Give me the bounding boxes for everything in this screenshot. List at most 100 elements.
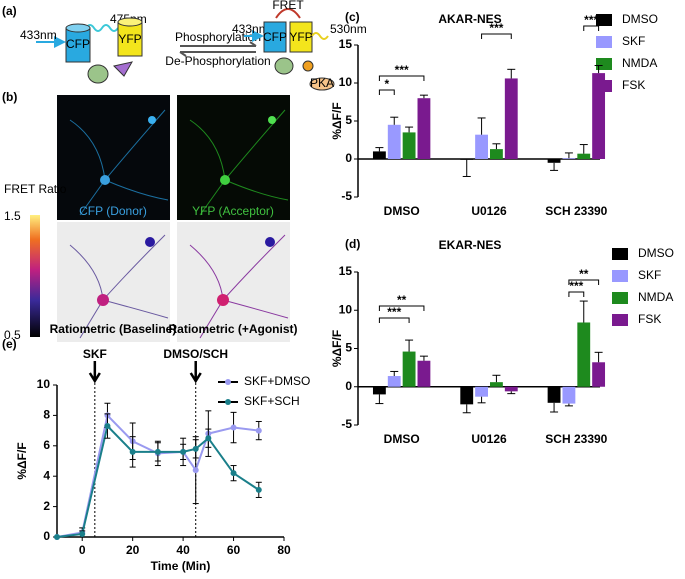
- neuron: [69, 109, 169, 216]
- event-label: DMSO/SCH: [163, 347, 228, 361]
- bar: [402, 132, 416, 159]
- bar: [475, 134, 488, 159]
- y-axis-label: %ΔF/F: [330, 330, 344, 367]
- soma: [100, 175, 110, 185]
- significance-label: ***: [584, 13, 598, 27]
- significance-bracket: [583, 25, 600, 31]
- point: [54, 534, 60, 540]
- caption: Ratiometric (+Agonist): [168, 322, 297, 336]
- label: De-Phosphorylation: [165, 54, 270, 68]
- chart-title: EKAR-NES: [439, 238, 502, 252]
- legend-swatch: [612, 292, 628, 304]
- bar: [592, 73, 606, 159]
- soma: [268, 116, 276, 124]
- event-arrow: [189, 361, 202, 384]
- bar: [547, 159, 561, 163]
- legend-label: SKF: [622, 34, 645, 48]
- significance-label: ***: [489, 21, 503, 35]
- x-tick-label: DMSO: [384, 204, 420, 218]
- caption: CFP (Donor): [79, 204, 147, 218]
- arrow: [179, 51, 256, 57]
- point: [79, 530, 86, 537]
- y-axis-label: %ΔF/F: [15, 442, 29, 479]
- kinase: [309, 77, 335, 91]
- emission: [85, 24, 119, 32]
- label: CFP: [66, 37, 90, 51]
- legend-swatch: [596, 58, 612, 70]
- legend-label: DMSO: [638, 246, 674, 260]
- neuron: [189, 234, 289, 339]
- x-tick-label: 40: [176, 543, 190, 557]
- event-label: SKF: [83, 347, 107, 361]
- legend-label: FSK: [638, 312, 661, 326]
- colorbar-title: FRET Ratio: [4, 182, 67, 196]
- colorbar-label: 1.5: [4, 209, 21, 223]
- series-line: [56, 413, 259, 538]
- yfp: [117, 21, 143, 57]
- bar: [475, 386, 488, 397]
- y-tick-label: 0: [345, 151, 352, 165]
- colorbar-label: 0.5: [4, 328, 21, 342]
- chart-title: AKAR-NES: [438, 12, 501, 26]
- neuron: [189, 109, 289, 216]
- label: 433nm: [20, 28, 57, 42]
- cfp: [263, 21, 287, 53]
- legend-swatch: [612, 314, 628, 326]
- y-tick-label: 10: [339, 302, 353, 316]
- bar: [490, 149, 503, 159]
- fret-arrow: [275, 8, 301, 19]
- x-tick-label: 60: [227, 543, 241, 557]
- cfp: [65, 27, 91, 63]
- cfp-top: [65, 23, 91, 33]
- x-tick-label: 0: [79, 543, 86, 557]
- colorbar: [30, 215, 40, 337]
- bar: [504, 78, 518, 159]
- label: 530nm: [330, 22, 367, 36]
- bar: [387, 376, 401, 387]
- image-cfp: [57, 95, 170, 220]
- panel-label: (e): [2, 337, 17, 351]
- domain: [87, 64, 109, 84]
- y-tick-label: 0: [345, 379, 352, 393]
- legend-label: FSK: [622, 78, 645, 92]
- bar: [577, 322, 591, 387]
- y-tick-label: 4: [43, 468, 50, 482]
- panel-label: (d): [345, 237, 360, 251]
- x-tick-label: 80: [277, 543, 291, 557]
- x-axis-label: Time (Min): [151, 559, 211, 573]
- legend-label: SKF+SCH: [244, 394, 300, 408]
- soma: [145, 237, 155, 247]
- bar: [504, 386, 518, 392]
- y-tick-label: 5: [345, 341, 352, 355]
- point: [104, 423, 111, 430]
- phosphate: [302, 60, 314, 72]
- significance-label: **: [579, 267, 589, 281]
- image-yfp: [177, 95, 290, 220]
- bar: [490, 382, 503, 387]
- x-tick-label: U0126: [471, 432, 507, 446]
- point: [255, 427, 262, 434]
- bar: [460, 159, 474, 160]
- domain: [274, 57, 294, 75]
- y-tick-label: 15: [339, 37, 353, 51]
- soma: [217, 294, 229, 306]
- point: [230, 424, 237, 431]
- significance-bracket: [378, 75, 425, 81]
- label: CFP: [263, 30, 287, 44]
- significance-bracket: [568, 279, 600, 285]
- legend-swatch: [596, 80, 612, 92]
- y-tick-label: 2: [43, 499, 50, 513]
- y-tick-label: -5: [341, 189, 352, 203]
- x-tick-label: SCH 23390: [545, 432, 607, 446]
- point: [255, 486, 262, 493]
- legend-swatch: [612, 248, 628, 260]
- soma: [220, 175, 230, 185]
- label: YFP: [289, 30, 312, 44]
- significance-bracket: [378, 317, 410, 323]
- soma: [97, 294, 109, 306]
- soma: [148, 116, 156, 124]
- point: [192, 467, 199, 474]
- bar: [460, 386, 474, 405]
- x-tick-label: SCH 23390: [545, 204, 607, 218]
